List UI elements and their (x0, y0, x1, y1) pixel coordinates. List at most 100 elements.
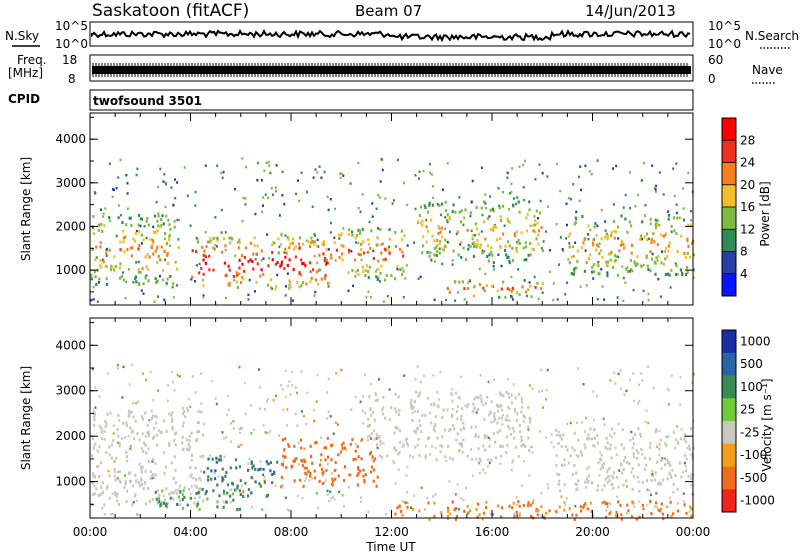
data-cell (527, 436, 530, 440)
data-cell (522, 246, 525, 250)
scatter-cell (566, 422, 568, 426)
data-cell (358, 231, 362, 235)
data-cell (169, 496, 172, 500)
scatter-cell (645, 256, 648, 259)
data-cell (134, 275, 138, 279)
data-cell (650, 241, 653, 245)
data-cell (477, 396, 480, 400)
data-cell (515, 250, 518, 253)
data-cell (158, 500, 161, 504)
data-cell (599, 467, 602, 471)
data-cell (214, 469, 217, 473)
data-cell (524, 245, 528, 249)
scatter-cell (403, 181, 405, 185)
data-cell (348, 250, 351, 254)
scatter-cell (644, 204, 647, 207)
scatter-cell (686, 239, 689, 243)
scatter-cell (601, 285, 604, 288)
scatter-cell (545, 436, 548, 439)
scatter-cell (552, 282, 555, 285)
data-cell (520, 444, 523, 448)
scatter-cell (687, 171, 690, 175)
data-cell (515, 230, 518, 234)
scatter-cell (406, 465, 409, 469)
scatter-cell (326, 195, 329, 198)
scatter-cell (439, 370, 442, 374)
data-cell (484, 448, 487, 452)
scatter-cell (641, 453, 644, 456)
scatter-cell (564, 503, 567, 506)
data-cell (141, 465, 144, 469)
data-cell (221, 250, 224, 254)
data-cell (238, 238, 241, 242)
data-cell (630, 515, 634, 519)
power-colorbar-label: Power [dB] (758, 181, 772, 246)
data-cell (101, 481, 104, 485)
data-cell (583, 269, 586, 273)
data-cell (500, 506, 504, 510)
data-cell (452, 424, 455, 428)
data-cell (622, 468, 625, 471)
data-cell (650, 238, 653, 242)
data-cell (250, 476, 254, 480)
scatter-cell (168, 244, 171, 247)
data-cell (169, 275, 172, 278)
scatter-cell (658, 171, 661, 174)
colorbar-tick-label: 8 (740, 245, 748, 259)
data-cell (453, 280, 457, 284)
scatter-cell (545, 230, 548, 233)
data-cell (559, 434, 562, 438)
scatter-cell (352, 284, 354, 288)
data-cell (572, 473, 575, 477)
data-cell (116, 492, 119, 496)
data-cell (585, 260, 588, 264)
data-cell (476, 502, 480, 506)
scatter-cell (225, 436, 228, 439)
data-cell (97, 228, 100, 232)
data-cell (679, 437, 682, 441)
scatter-cell (278, 214, 281, 217)
scatter-cell (195, 264, 198, 267)
data-cell (480, 206, 483, 210)
data-cell (511, 259, 515, 262)
data-cell (125, 223, 128, 227)
data-cell (433, 429, 436, 433)
data-cell (110, 456, 113, 460)
data-cell (462, 421, 465, 425)
data-cell (356, 268, 359, 272)
data-cell (418, 419, 421, 423)
cpid-label: CPID (8, 92, 40, 106)
data-cell (462, 246, 465, 250)
data-cell (340, 443, 344, 447)
data-cell (160, 431, 163, 435)
data-cell (525, 258, 528, 262)
scatter-cell (663, 457, 666, 460)
data-cell (308, 474, 312, 478)
data-cell (560, 437, 563, 441)
data-cell (321, 471, 324, 475)
data-cell (323, 277, 326, 281)
data-cell (347, 232, 350, 236)
data-cell (663, 249, 666, 253)
scatter-cell (274, 484, 277, 487)
scatter-cell (200, 402, 203, 405)
data-cell (486, 395, 489, 399)
scatter-cell (516, 196, 519, 199)
data-cell (418, 392, 421, 396)
scatter-cell (464, 404, 467, 407)
data-cell (491, 207, 494, 211)
data-cell (687, 444, 691, 448)
data-cell (597, 461, 600, 465)
data-cell (514, 445, 518, 449)
data-cell (222, 489, 226, 493)
data-cell (137, 282, 140, 285)
data-cell (401, 266, 404, 270)
data-cell (131, 429, 134, 433)
data-cell (147, 267, 150, 271)
scatter-cell (369, 296, 372, 299)
nave-label: Nave (752, 63, 783, 77)
data-cell (174, 468, 177, 472)
data-cell (609, 510, 612, 514)
data-cell (510, 393, 513, 397)
data-cell (620, 214, 623, 218)
